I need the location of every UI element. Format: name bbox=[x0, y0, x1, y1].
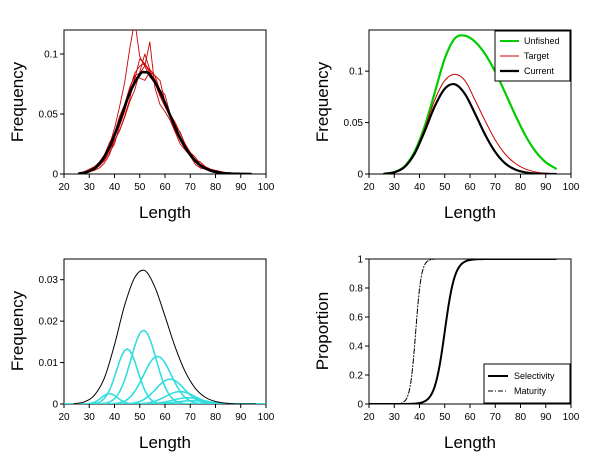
series-line-current bbox=[383, 82, 557, 174]
y-axis-title: Frequency bbox=[8, 290, 27, 371]
legend-label-current: Current bbox=[524, 66, 555, 76]
chart-lines bbox=[369, 259, 557, 404]
x-tick-label: 30 bbox=[84, 182, 96, 193]
x-tick-label: 100 bbox=[563, 412, 580, 423]
y-tick-label: 0.8 bbox=[349, 284, 363, 295]
y-tick-label: 0 bbox=[52, 400, 58, 411]
x-tick-label: 40 bbox=[414, 412, 426, 423]
age-class-curve-1 bbox=[64, 392, 266, 404]
y-tick-label: 0.4 bbox=[349, 342, 363, 353]
axis-ticks: 20 30 40 50 60 70 80 90 100 0 0.05 0.1 bbox=[39, 50, 275, 194]
y-tick-label: 0.05 bbox=[344, 118, 364, 129]
legend-label-unfished: Unfished bbox=[524, 36, 560, 46]
x-tick-label: 60 bbox=[159, 182, 171, 193]
x-tick-label: 20 bbox=[58, 182, 70, 193]
x-tick-label: 40 bbox=[109, 182, 121, 193]
y-axis-title: Frequency bbox=[313, 61, 332, 142]
x-tick-label: 80 bbox=[515, 412, 527, 423]
plot-area-frame bbox=[63, 258, 267, 405]
x-tick-label: 80 bbox=[210, 182, 222, 193]
x-tick-label: 40 bbox=[109, 412, 121, 423]
legend-box bbox=[483, 363, 571, 404]
age-class-curve-5 bbox=[64, 378, 266, 404]
x-tick-label: 50 bbox=[439, 412, 451, 423]
y-tick-label: 1 bbox=[357, 255, 363, 266]
x-tick-label: 20 bbox=[363, 182, 375, 193]
y-tick-label: 0.6 bbox=[349, 313, 363, 324]
x-tick-label: 90 bbox=[235, 412, 247, 423]
x-tick-label: 40 bbox=[414, 182, 426, 193]
x-tick-label: 90 bbox=[235, 182, 247, 193]
y-tick-label: 0.01 bbox=[39, 358, 59, 369]
x-tick-label: 50 bbox=[134, 412, 146, 423]
x-tick-label: 60 bbox=[464, 412, 476, 423]
legend: Selectivity Maturity bbox=[483, 363, 571, 404]
panel-length-frequency-scenarios: 20 30 40 50 60 70 80 90 100 0 0.05 0.1 Unfished Tar… bbox=[313, 29, 580, 222]
x-axis-title: Length bbox=[444, 203, 496, 222]
x-tick-label: 100 bbox=[258, 182, 275, 193]
y-tick-label: 0.2 bbox=[349, 371, 363, 382]
series-line-maturity bbox=[393, 259, 436, 404]
series-line-selectivity bbox=[369, 259, 557, 404]
panel-length-frequency-samples: 20 30 40 50 60 70 80 90 100 0 0.05 0.1 Length Frequ… bbox=[8, 29, 275, 222]
x-tick-label: 60 bbox=[159, 412, 171, 423]
legend-label-selectivity: Selectivity bbox=[514, 371, 555, 381]
x-tick-label: 30 bbox=[389, 182, 401, 193]
y-tick-label: 0.1 bbox=[44, 50, 58, 61]
y-axis-title: Frequency bbox=[8, 61, 27, 142]
axis-ticks: 20 30 40 50 60 70 80 90 100 0 0.05 0.1 bbox=[344, 67, 580, 193]
y-axis-title: Proportion bbox=[313, 292, 332, 370]
legend-label-target: Target bbox=[524, 51, 550, 61]
axis-ticks: 20 30 40 50 60 70 80 90 100 0 0.2 0.4 0.6 0.8 1 bbox=[349, 255, 580, 424]
chart-lines bbox=[77, 30, 253, 174]
mean-line bbox=[77, 70, 253, 174]
y-tick-label: 0.03 bbox=[39, 275, 59, 286]
x-tick-label: 50 bbox=[134, 182, 146, 193]
x-tick-label: 70 bbox=[490, 412, 502, 423]
x-tick-label: 80 bbox=[515, 182, 527, 193]
y-tick-label: 0.1 bbox=[349, 67, 363, 78]
axis-ticks: 20 30 40 50 60 70 80 90 100 0 0.01 0.02 0.03 bbox=[39, 275, 275, 423]
y-tick-label: 0.05 bbox=[39, 110, 59, 121]
legend-label-maturity: Maturity bbox=[514, 386, 547, 396]
y-tick-label: 0 bbox=[357, 170, 363, 181]
y-tick-label: 0 bbox=[52, 170, 58, 181]
total-line bbox=[73, 269, 257, 404]
x-axis-title: Length bbox=[139, 433, 191, 452]
x-tick-label: 100 bbox=[258, 412, 275, 423]
x-tick-label: 20 bbox=[363, 412, 375, 423]
x-tick-label: 90 bbox=[540, 182, 552, 193]
x-tick-label: 50 bbox=[439, 182, 451, 193]
chart-lines bbox=[64, 269, 266, 404]
x-tick-label: 70 bbox=[185, 412, 197, 423]
x-axis-title: Length bbox=[139, 203, 191, 222]
x-tick-label: 80 bbox=[210, 412, 222, 423]
panel-selectivity-maturity: 20 30 40 50 60 70 80 90 100 0 0.2 0.4 0.6 0.8 1 Select… bbox=[313, 255, 580, 453]
y-tick-label: 0.02 bbox=[39, 317, 59, 328]
x-tick-label: 30 bbox=[84, 412, 96, 423]
x-tick-label: 60 bbox=[464, 182, 476, 193]
x-tick-label: 100 bbox=[563, 182, 580, 193]
x-tick-label: 90 bbox=[540, 412, 552, 423]
x-tick-label: 30 bbox=[389, 412, 401, 423]
x-tick-label: 70 bbox=[185, 182, 197, 193]
x-axis-title: Length bbox=[444, 433, 496, 452]
x-tick-label: 70 bbox=[490, 182, 502, 193]
x-tick-label: 20 bbox=[58, 412, 70, 423]
chart-lines bbox=[383, 34, 557, 174]
legend: Unfished Target Current bbox=[494, 30, 571, 82]
y-tick-label: 0 bbox=[357, 400, 363, 411]
